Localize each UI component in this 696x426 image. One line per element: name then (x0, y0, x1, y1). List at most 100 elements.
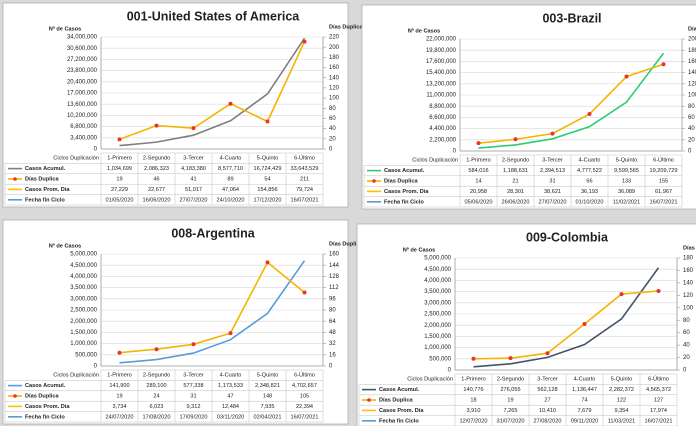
category-label: 5-Quinto (257, 156, 278, 162)
point (508, 356, 513, 361)
table-value: 19 (507, 397, 513, 403)
y-tick-label: 17,000,000 (67, 91, 98, 97)
y-tick-label: 22,000,000 (426, 37, 457, 43)
y2-tick-label: 20 (688, 137, 695, 143)
y-tick-label: 500,000 (429, 356, 451, 362)
table-value: 10,410 (539, 408, 556, 414)
chart-panel: 001-United States of America Nº de Casos D… (2, 2, 375, 208)
table-value: 17/12/2020 (254, 197, 282, 203)
category-label: 1-Primero (107, 373, 132, 379)
y-tick-label: 4,400,000 (429, 126, 456, 132)
table-value: 1,034,699 (107, 166, 132, 172)
y-tick-label: 6,600,000 (429, 115, 456, 121)
point (302, 290, 307, 295)
table-value: 4,183,380 (181, 166, 206, 172)
point (587, 112, 592, 117)
series-line (478, 63, 664, 144)
y2-tick-label: 64 (329, 319, 336, 325)
y2-tick-label: 0 (688, 149, 692, 155)
table-value: 4,777,522 (577, 168, 602, 174)
y-tick-label: 30,600,000 (67, 46, 98, 52)
table-value: 9,312 (187, 404, 201, 410)
legend-marker (13, 394, 17, 398)
point (228, 101, 233, 106)
legend-label: Fecha fin Ciclo (25, 414, 65, 420)
table-value: 7,679 (578, 408, 592, 414)
category-label: 3-Tercer (537, 377, 558, 383)
y-tick-label: 1,000,000 (424, 345, 451, 351)
chart-panel: 003-Brazil Nº de Casos Días Duplicación 0 2,… (361, 4, 696, 210)
table-value: 01/10/2020 (576, 199, 604, 205)
y2-tick-label: 120 (683, 293, 694, 299)
table-value: 16/07/2021 (291, 414, 319, 420)
category-label: 4-Cuarto (220, 156, 242, 162)
y-tick-label: 3,000,000 (424, 300, 451, 306)
category-label: 6-Último (653, 157, 674, 164)
y-tick-label: 20,400,000 (67, 79, 98, 85)
table-value: 122 (617, 397, 626, 403)
chart-panel: 008-Argentina Nº de Casos Días Duplicación… (2, 219, 375, 425)
y2-tick-label: 140 (688, 70, 696, 76)
y-tick-label: 2,500,000 (424, 312, 451, 318)
legend-label: Días Duplica (25, 393, 59, 399)
legend-label: Fecha fin Ciclo (379, 418, 419, 424)
point (661, 62, 666, 67)
y-tick-label: 13,200,000 (426, 81, 457, 87)
point (265, 260, 270, 265)
y2-tick-label: 160 (329, 65, 340, 71)
point (619, 292, 624, 297)
y-tick-label: 3,000,000 (70, 296, 97, 302)
y2-tick-label: 100 (329, 96, 340, 102)
legend-label: Casos Prom. Día (25, 404, 70, 410)
table-value: 7,935 (261, 404, 275, 410)
table-value: 27,229 (111, 187, 128, 193)
point (471, 356, 476, 361)
point (545, 351, 550, 356)
category-label: 5-Quinto (616, 158, 637, 164)
y-tick-label: 1,500,000 (424, 334, 451, 340)
y-tick-label: 6,800,000 (70, 124, 97, 130)
y2-tick-label: 20 (329, 136, 336, 142)
table-value: 24/10/2020 (217, 197, 245, 203)
table-value: 4,565,372 (646, 387, 671, 393)
y-tick-label: 4,500,000 (424, 267, 451, 273)
y2-tick-label: 120 (688, 81, 696, 87)
y2-tick-label: 40 (683, 343, 690, 349)
legend-label: Casos Acumul. (25, 166, 66, 172)
point (117, 137, 122, 142)
category-label: 6-Último (294, 155, 315, 162)
table-value: 19,209,729 (650, 168, 678, 174)
y2-tick-label: 48 (329, 330, 336, 336)
table-value: 31 (549, 178, 555, 184)
table-value: 148 (263, 393, 272, 399)
table-value: 38,621 (544, 189, 561, 195)
table-value: 16/06/2020 (143, 197, 171, 203)
table-value: 3,734 (113, 404, 127, 410)
y-tick-label: 27,200,000 (67, 57, 98, 63)
table-value: 46 (153, 176, 159, 182)
table-value: 11/02/2021 (613, 199, 641, 205)
point (476, 141, 481, 146)
point (656, 288, 661, 293)
table-header: Ciclos Duplicación (407, 377, 453, 383)
table-value: 66 (586, 178, 592, 184)
y-tick-label: 1,500,000 (70, 330, 97, 336)
y2-tick-label: 40 (329, 126, 336, 132)
table-value: 289,100 (146, 383, 166, 389)
y2-tick-label: 32 (329, 341, 336, 347)
y-axis-label: Nº de Casos (403, 247, 436, 253)
point (624, 74, 629, 79)
table-value: 33,643,529 (291, 166, 319, 172)
table-value: 21 (512, 178, 518, 184)
table-value: 577,338 (183, 383, 203, 389)
point (191, 342, 196, 347)
table-value: 16,724,429 (254, 166, 282, 172)
table-value: 16/07/2021 (650, 199, 678, 205)
table-value: 09/11/2020 (571, 418, 599, 424)
category-label: 4-Cuarto (220, 373, 242, 379)
y2-tick-label: 120 (329, 85, 340, 91)
table-value: 9,354 (615, 408, 629, 414)
y2-tick-label: 16 (329, 352, 336, 358)
series-line (119, 261, 306, 354)
